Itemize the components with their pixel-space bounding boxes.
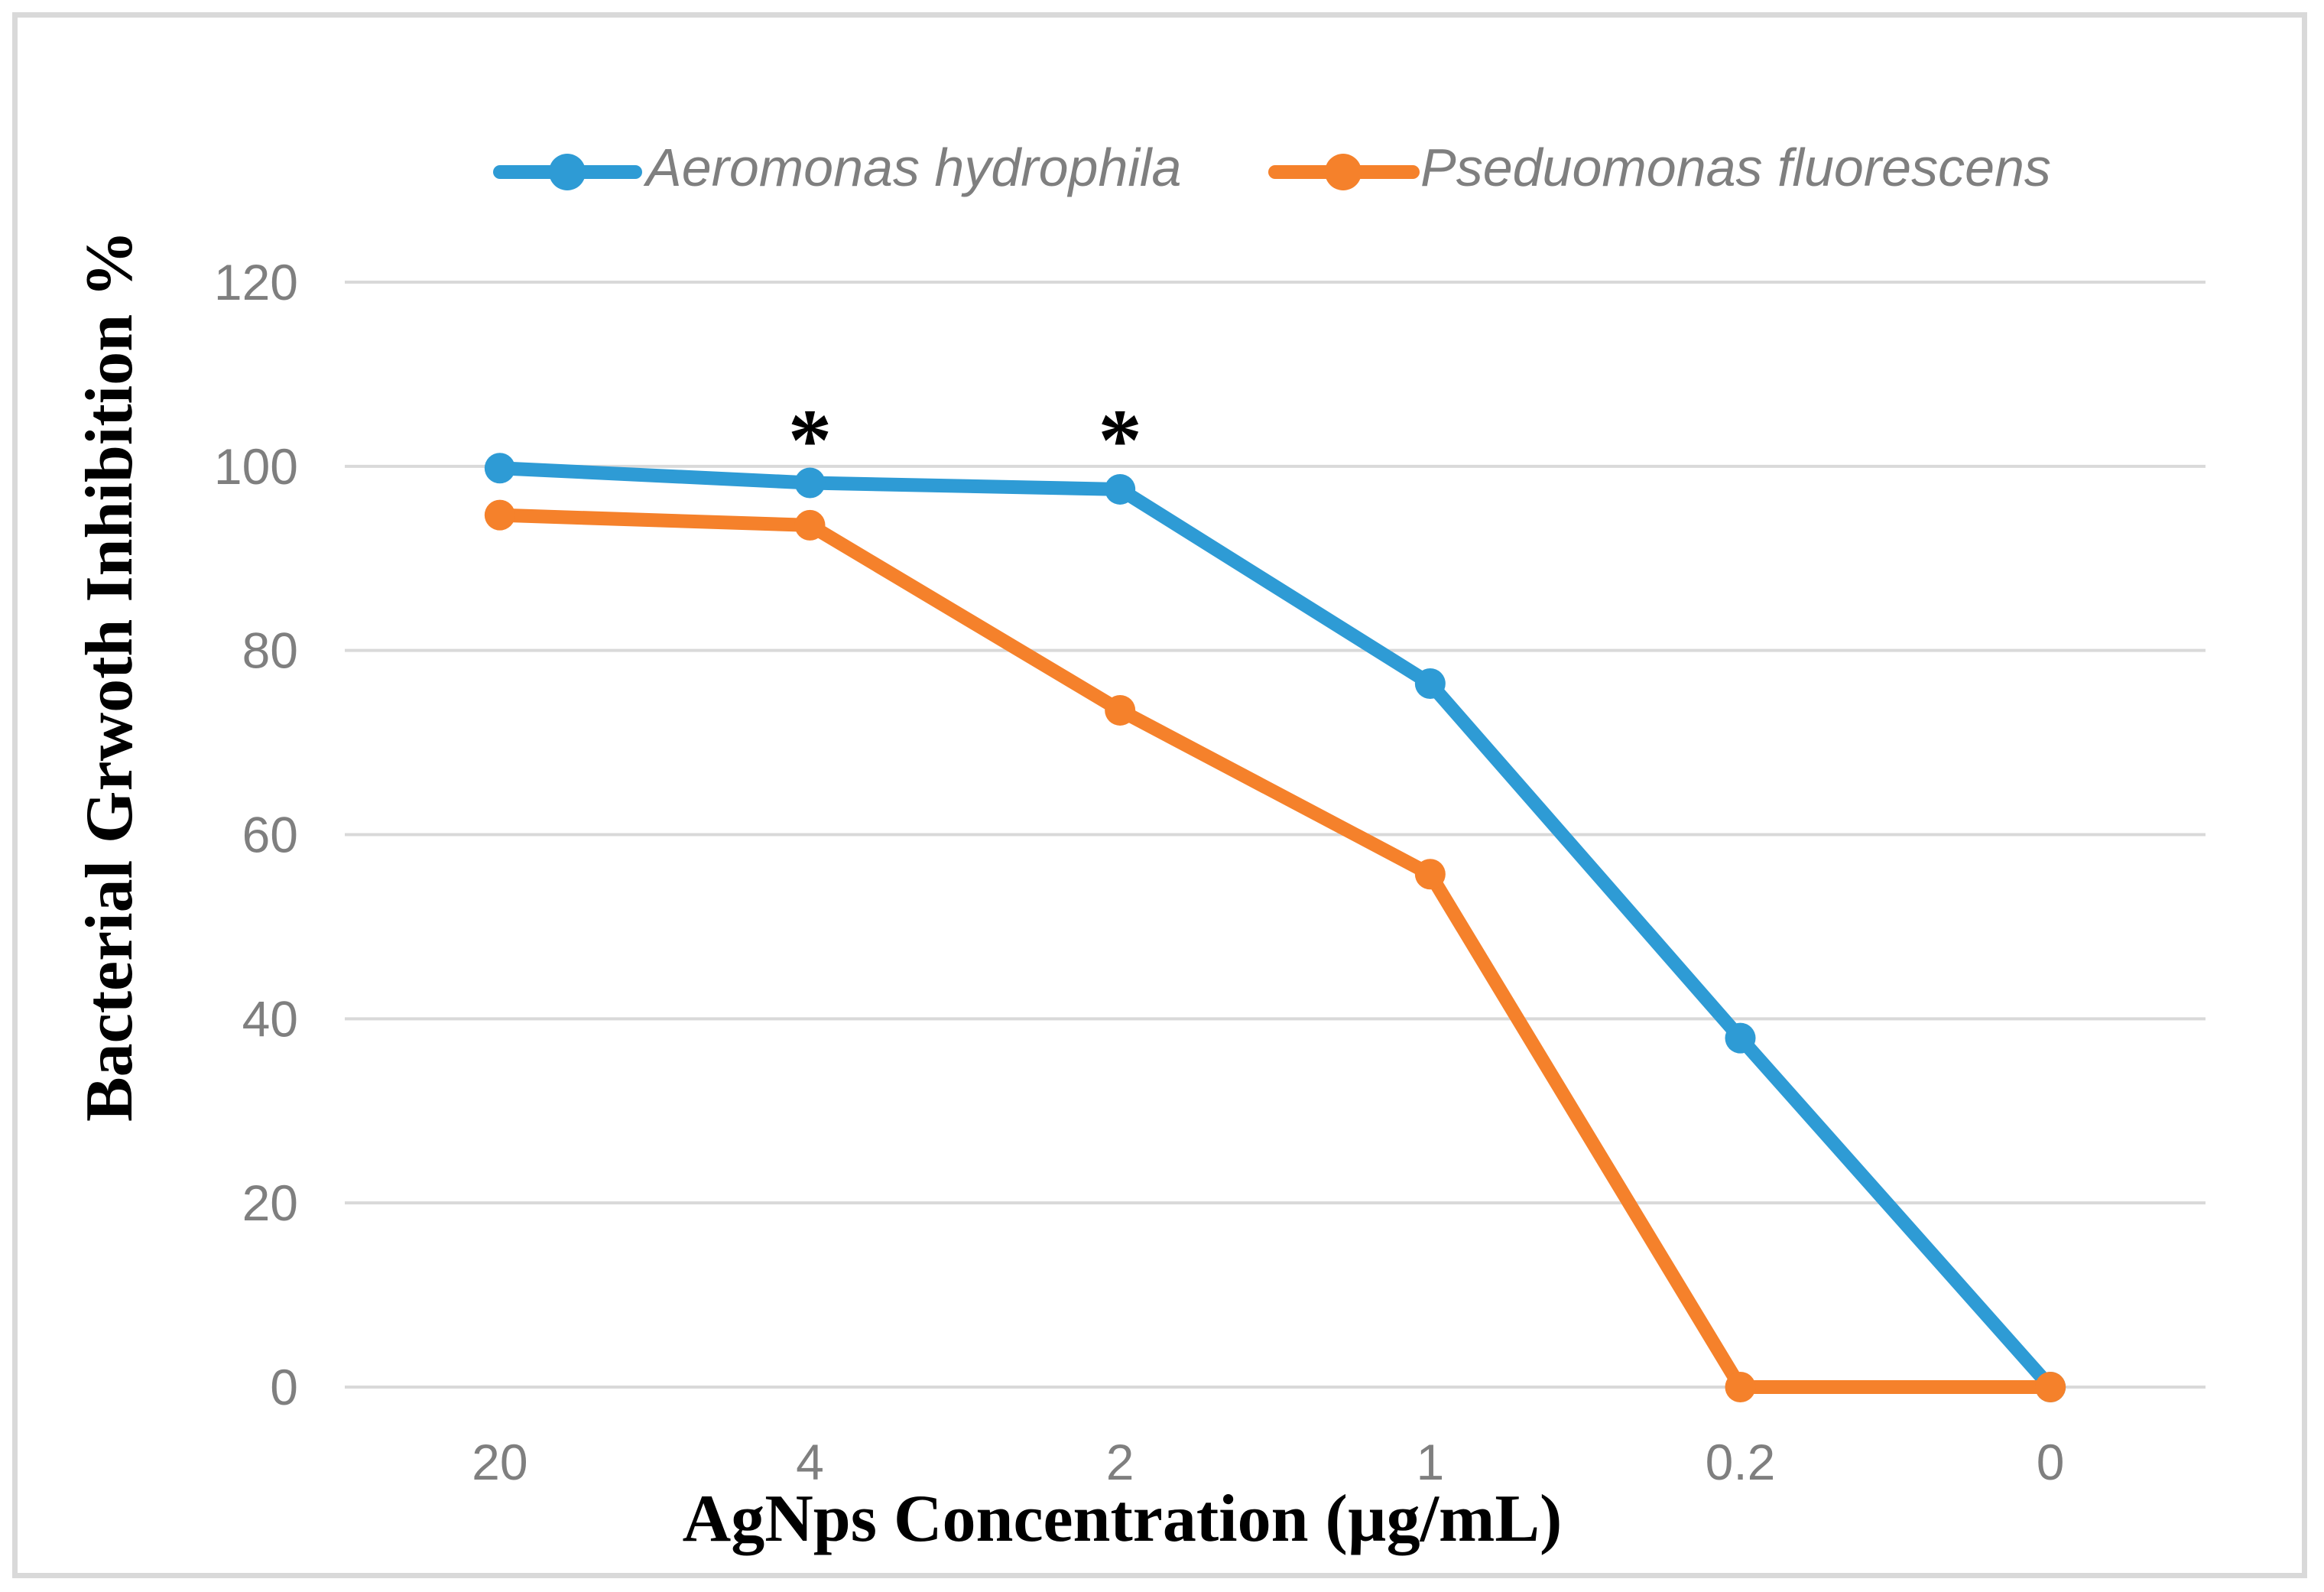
significance-asterisk: *	[1098, 392, 1142, 489]
data-point-marker	[1725, 1372, 1756, 1402]
legend-item-aeromonas: Aeromonas hydrophila	[493, 138, 1181, 197]
x-tick-label: 20	[472, 1434, 527, 1490]
legend-label-pseduomonas: Pseduomonas fluorescens	[1420, 138, 2051, 197]
series-line	[492, 508, 2058, 1394]
gridlines	[345, 281, 2206, 1389]
y-tick-label: 100	[214, 438, 298, 495]
y-axis-title: Bacterial Grwoth Inhibition %	[73, 230, 147, 1122]
data-point-marker	[1725, 1022, 1756, 1054]
y-tick-label: 40	[242, 990, 298, 1047]
annotations: * *	[788, 392, 1142, 489]
y-tick-label: 120	[214, 254, 298, 310]
data-point-marker	[794, 509, 826, 541]
data-point-marker	[484, 499, 515, 531]
significance-asterisk: *	[788, 392, 833, 489]
x-tick-label: 0.2	[1706, 1434, 1776, 1490]
data-point-marker	[794, 467, 826, 499]
x-tick-label: 1	[1416, 1434, 1444, 1490]
legend: Aeromonas hydrophila Pseduomonas fluores…	[493, 138, 2051, 197]
data-point-marker	[1105, 473, 1136, 505]
legend-marker-icon	[549, 154, 586, 190]
legend-label-aeromonas: Aeromonas hydrophila	[643, 138, 1181, 197]
y-tick-label: 20	[242, 1175, 298, 1231]
series-line	[492, 461, 2058, 1394]
y-axis-tick-labels: 120 100 80 60 40 20 0	[214, 254, 298, 1415]
x-tick-label: 4	[796, 1434, 824, 1490]
y-tick-label: 0	[270, 1359, 298, 1415]
data-point-marker	[2035, 1372, 2066, 1402]
data-point-marker	[1414, 859, 1446, 890]
y-tick-label: 80	[242, 622, 298, 679]
y-tick-label: 60	[242, 807, 298, 863]
x-tick-label: 0	[2037, 1434, 2065, 1490]
x-tick-label: 2	[1106, 1434, 1134, 1490]
data-point-marker	[484, 453, 515, 484]
figure-border	[12, 12, 2307, 1578]
x-axis-tick-labels: 20 4 2 1 0.2 0	[472, 1434, 2064, 1490]
data-point-marker	[1414, 668, 1446, 700]
legend-marker-icon	[1325, 154, 1362, 190]
data-point-marker	[1105, 694, 1136, 726]
x-axis-title: AgNps Concentration (µg/mL)	[683, 1482, 1563, 1556]
series-layer	[484, 453, 2066, 1402]
legend-item-pseduomonas: Pseduomonas fluorescens	[1268, 138, 2051, 197]
